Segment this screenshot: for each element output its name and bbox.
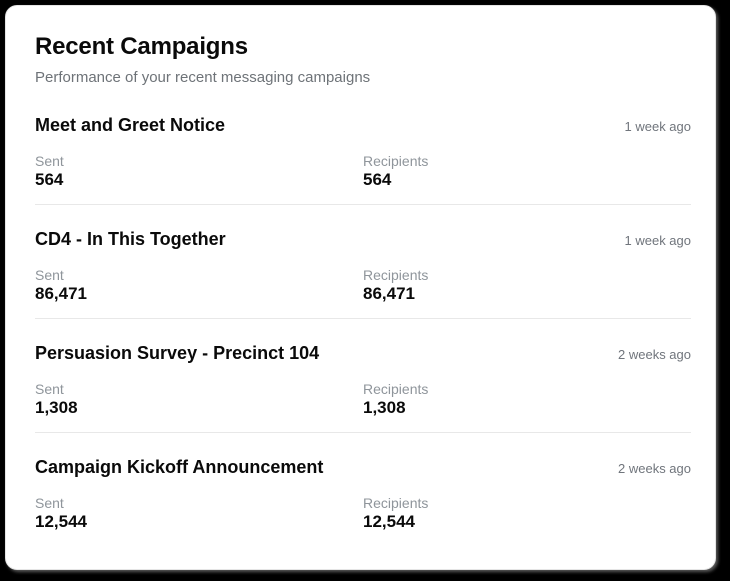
recipients-value: 564: [363, 170, 392, 189]
campaign-stats: Sent 12,544 Recipients 12,544: [35, 495, 691, 532]
campaign-timestamp: 2 weeks ago: [618, 461, 691, 476]
sent-stat: Sent 86,471: [35, 267, 363, 304]
campaign-row-header: Campaign Kickoff Announcement 2 weeks ag…: [35, 457, 691, 478]
campaign-row-header: Meet and Greet Notice 1 week ago: [35, 115, 691, 136]
sent-label: Sent: [35, 381, 64, 397]
campaign-timestamp: 2 weeks ago: [618, 347, 691, 362]
campaign-list-item[interactable]: Campaign Kickoff Announcement 2 weeks ag…: [35, 433, 691, 546]
campaign-timestamp: 1 week ago: [624, 119, 692, 134]
campaign-list-item[interactable]: Persuasion Survey - Precinct 104 2 weeks…: [35, 319, 691, 433]
campaign-list-item[interactable]: Meet and Greet Notice 1 week ago Sent 56…: [35, 91, 691, 205]
campaign-stats: Sent 564 Recipients 564: [35, 153, 691, 190]
campaign-name: Meet and Greet Notice: [35, 115, 226, 135]
sent-value: 1,308: [35, 398, 78, 417]
campaign-name: Persuasion Survey - Precinct 104: [35, 343, 320, 363]
recipients-value: 12,544: [363, 512, 415, 531]
recipients-label: Recipients: [363, 267, 429, 283]
recipients-label: Recipients: [363, 495, 429, 511]
campaign-stats: Sent 1,308 Recipients 1,308: [35, 381, 691, 418]
sent-stat: Sent 564: [35, 153, 363, 190]
card-subtitle: Performance of your recent messaging cam…: [35, 69, 371, 86]
campaign-name: CD4 - In This Together: [35, 229, 226, 249]
campaign-list: Meet and Greet Notice 1 week ago Sent 56…: [35, 91, 691, 546]
sent-value: 86,471: [35, 284, 87, 303]
recipients-stat: Recipients 564: [363, 153, 691, 190]
recipients-stat: Recipients 12,544: [363, 495, 691, 532]
recipients-stat: Recipients 86,471: [363, 267, 691, 304]
sent-value: 564: [35, 170, 64, 189]
campaign-row-header: CD4 - In This Together 1 week ago: [35, 229, 691, 250]
sent-label: Sent: [35, 495, 64, 511]
campaign-stats: Sent 86,471 Recipients 86,471: [35, 267, 691, 304]
recent-campaigns-card: Recent Campaigns Performance of your rec…: [5, 5, 716, 570]
campaign-name: Campaign Kickoff Announcement: [35, 457, 324, 477]
campaign-timestamp: 1 week ago: [624, 233, 692, 248]
recipients-label: Recipients: [363, 153, 429, 169]
campaign-list-item[interactable]: CD4 - In This Together 1 week ago Sent 8…: [35, 205, 691, 319]
campaign-row-header: Persuasion Survey - Precinct 104 2 weeks…: [35, 343, 691, 364]
sent-value: 12,544: [35, 512, 87, 531]
sent-stat: Sent 12,544: [35, 495, 363, 532]
sent-label: Sent: [35, 267, 64, 283]
recipients-label: Recipients: [363, 381, 429, 397]
recipients-stat: Recipients 1,308: [363, 381, 691, 418]
card-header: Recent Campaigns Performance of your rec…: [35, 33, 691, 87]
recipients-value: 86,471: [363, 284, 415, 303]
sent-label: Sent: [35, 153, 64, 169]
sent-stat: Sent 1,308: [35, 381, 363, 418]
card-title: Recent Campaigns: [35, 33, 248, 60]
recipients-value: 1,308: [363, 398, 406, 417]
